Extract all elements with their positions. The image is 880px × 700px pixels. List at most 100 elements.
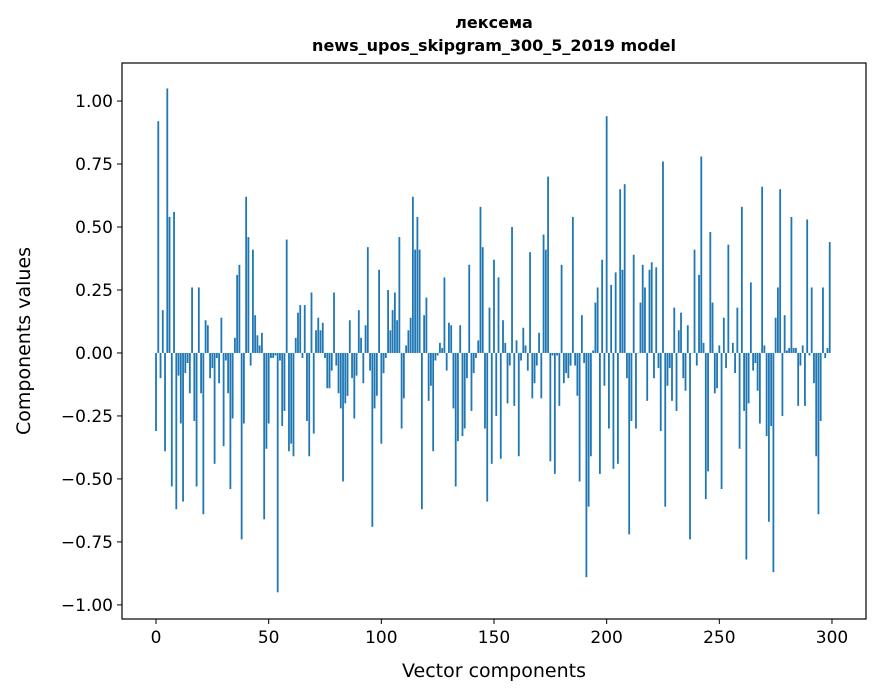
bar-component-229 <box>671 353 673 401</box>
bar-component-218 <box>646 353 648 401</box>
bar-component-236 <box>687 325 689 353</box>
bar-component-210 <box>628 353 630 534</box>
bar-component-14 <box>187 353 189 363</box>
bar-component-17 <box>193 353 195 421</box>
bar-component-92 <box>362 353 364 383</box>
bar-component-254 <box>727 245 729 353</box>
bar-component-259 <box>739 353 741 449</box>
bar-component-280 <box>786 350 788 353</box>
x-tick-label: 50 <box>258 628 280 648</box>
bar-component-178 <box>556 353 558 356</box>
bar-component-282 <box>791 217 793 353</box>
bar-component-171 <box>540 353 542 398</box>
bar-component-181 <box>563 353 565 383</box>
bar-component-212 <box>633 255 635 353</box>
bar-component-179 <box>558 353 560 406</box>
bar-component-192 <box>588 353 590 507</box>
bar-component-151 <box>495 353 497 416</box>
bar-component-46 <box>259 345 261 353</box>
bar-component-0 <box>155 353 157 431</box>
bar-component-63 <box>297 313 299 353</box>
bar-component-156 <box>507 353 509 403</box>
bar-component-103 <box>387 290 389 353</box>
bar-component-234 <box>682 353 684 378</box>
bar-component-131 <box>450 325 452 353</box>
bar-component-142 <box>475 353 477 358</box>
bar-component-219 <box>649 270 651 353</box>
bar-component-22 <box>205 320 207 353</box>
bar-component-186 <box>574 353 576 366</box>
bar-component-271 <box>766 353 768 436</box>
bar-component-124 <box>435 353 437 361</box>
bar-component-217 <box>644 287 646 353</box>
bar-component-36 <box>236 275 238 353</box>
bar-component-296 <box>822 287 824 353</box>
bar-component-150 <box>493 260 495 353</box>
bar-component-277 <box>779 189 781 353</box>
bar-component-2 <box>160 353 162 378</box>
bar-component-75 <box>324 353 326 358</box>
bar-component-241 <box>698 275 700 353</box>
bar-component-244 <box>705 353 707 499</box>
bar-component-273 <box>770 353 772 426</box>
bar-component-8 <box>173 212 175 353</box>
y-tick-label: 0.00 <box>75 344 113 364</box>
bar-component-278 <box>782 353 784 416</box>
bar-component-118 <box>421 353 423 509</box>
bar-component-224 <box>660 353 662 431</box>
bar-component-125 <box>437 353 439 356</box>
bar-component-248 <box>714 353 716 393</box>
bar-component-220 <box>651 262 653 353</box>
bar-component-67 <box>306 353 308 421</box>
bar-component-245 <box>707 353 709 471</box>
bar-component-28 <box>218 353 220 383</box>
bar-component-149 <box>491 353 493 464</box>
bar-component-87 <box>351 353 353 378</box>
bar-component-84 <box>344 353 346 403</box>
x-axis-label: Vector components <box>402 660 586 682</box>
bar-component-222 <box>655 267 657 353</box>
bar-component-228 <box>669 353 671 368</box>
bar-component-262 <box>745 353 747 560</box>
bar-component-110 <box>403 353 405 398</box>
bar-component-77 <box>329 353 331 388</box>
bar-component-169 <box>536 353 538 366</box>
bar-component-115 <box>414 250 416 353</box>
bar-component-190 <box>583 353 585 363</box>
bar-component-94 <box>367 247 369 353</box>
bar-component-176 <box>552 353 554 356</box>
bar-component-147 <box>486 353 488 502</box>
bar-component-81 <box>338 353 340 393</box>
bar-component-183 <box>567 353 569 378</box>
bar-component-148 <box>489 308 491 353</box>
bar-component-159 <box>513 353 515 406</box>
bar-component-1 <box>157 121 159 353</box>
bar-component-120 <box>426 298 428 353</box>
bar-component-58 <box>286 240 288 353</box>
bar-component-130 <box>448 323 450 353</box>
y-tick-label: 0.50 <box>75 218 113 238</box>
bar-component-294 <box>818 353 820 514</box>
bar-component-137 <box>464 353 466 429</box>
bar-component-202 <box>610 285 612 353</box>
chart-title-line1: лексема <box>455 13 533 32</box>
bar-component-264 <box>750 282 752 353</box>
bar-component-177 <box>554 353 556 474</box>
bar-component-42 <box>250 353 252 366</box>
bar-component-276 <box>777 287 779 353</box>
bar-component-293 <box>815 353 817 456</box>
bar-component-263 <box>748 353 750 403</box>
bar-component-168 <box>534 353 536 383</box>
bar-component-53 <box>275 353 277 356</box>
bar-component-265 <box>752 353 754 371</box>
bar-component-32 <box>227 353 229 393</box>
bar-component-213 <box>635 353 637 429</box>
bar-component-180 <box>561 265 563 353</box>
bar-component-107 <box>396 320 398 353</box>
bar-component-203 <box>613 353 615 469</box>
bar-component-30 <box>223 353 225 446</box>
bar-component-45 <box>257 335 259 353</box>
y-tick-label: 0.25 <box>75 281 113 301</box>
bars-group <box>155 88 831 592</box>
bar-component-104 <box>389 330 391 353</box>
